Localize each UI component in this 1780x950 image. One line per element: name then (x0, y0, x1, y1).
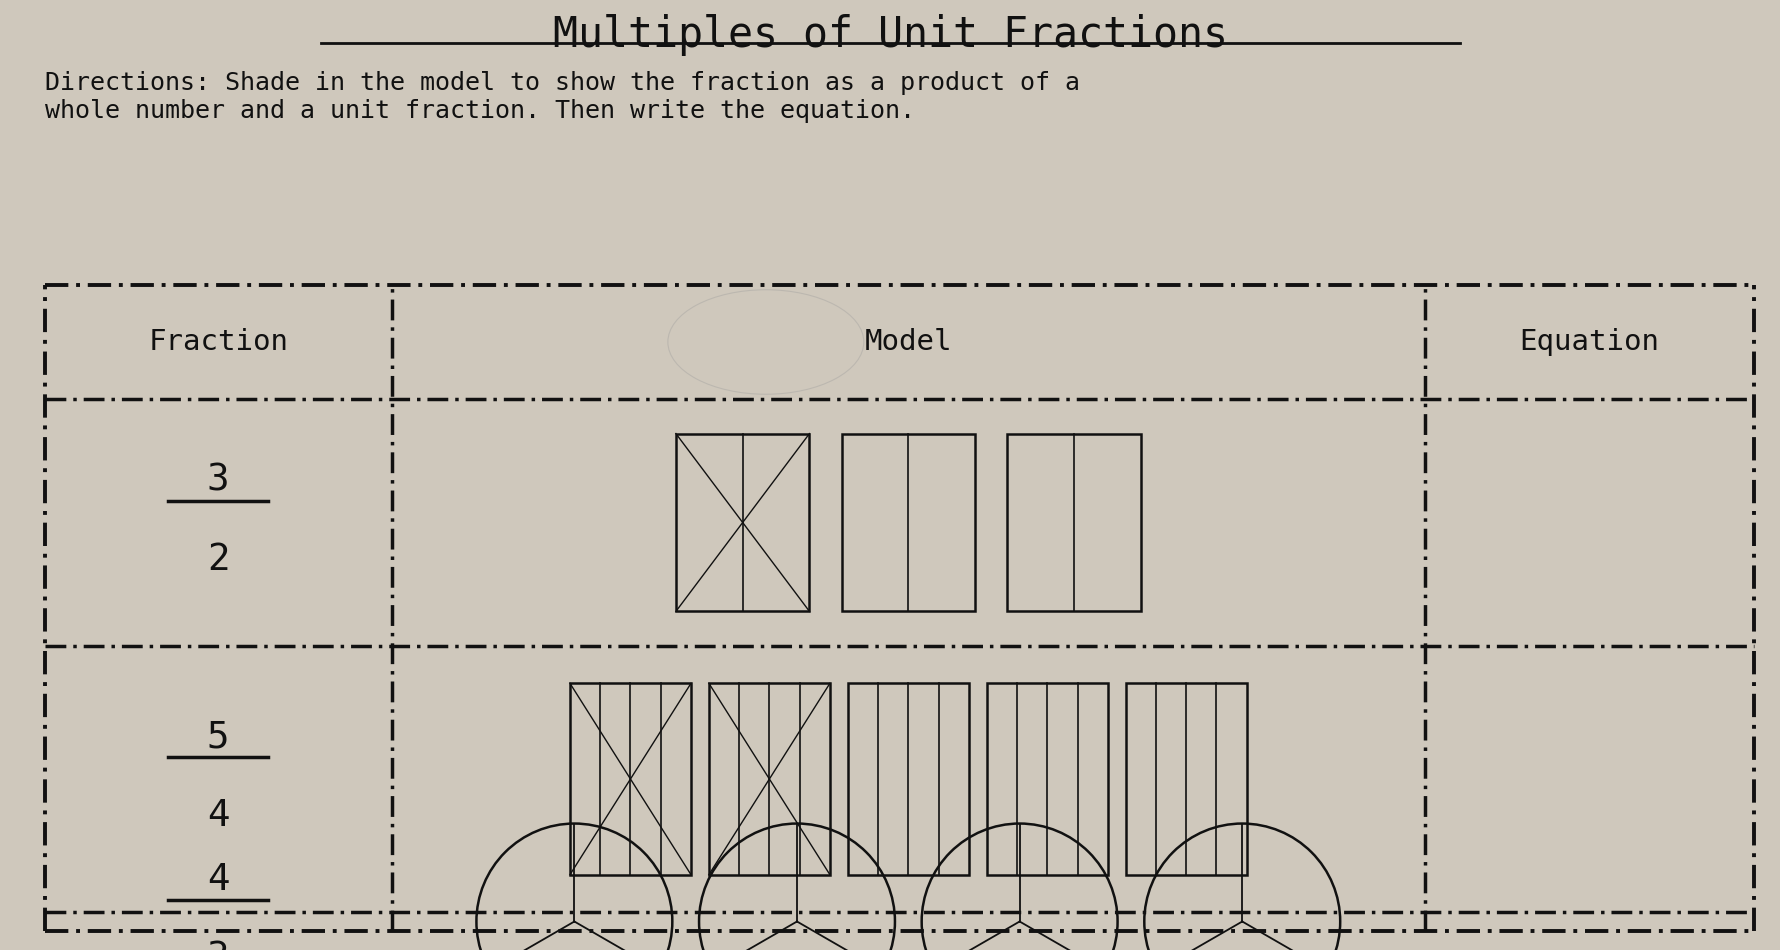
Bar (847, 683, 968, 875)
Bar (1125, 683, 1246, 875)
Text: 3: 3 (206, 940, 230, 950)
Text: Equation: Equation (1518, 328, 1659, 356)
Bar (986, 683, 1107, 875)
Text: 2: 2 (206, 542, 230, 578)
Text: 4: 4 (206, 798, 230, 834)
Text: Model: Model (863, 328, 952, 356)
Bar (840, 433, 975, 612)
Text: 3: 3 (206, 463, 230, 499)
Text: 4: 4 (206, 862, 230, 898)
Text: Fraction: Fraction (148, 328, 288, 356)
Bar (708, 683, 829, 875)
Bar (1007, 433, 1139, 612)
Text: Directions: Shade in the model to show the fraction as a product of a
whole numb: Directions: Shade in the model to show t… (44, 71, 1079, 124)
Text: 5: 5 (206, 719, 230, 755)
Text: Multiples of Unit Fractions: Multiples of Unit Fractions (552, 14, 1228, 56)
Bar (570, 683, 691, 875)
Bar (676, 433, 810, 612)
